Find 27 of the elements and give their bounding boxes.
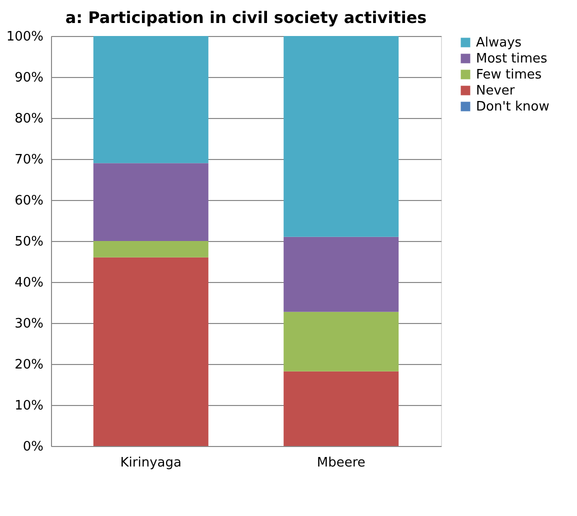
bar xyxy=(284,312,399,372)
y-tick-label: 60% xyxy=(14,194,44,208)
x-tick-label: Mbeere xyxy=(316,456,366,470)
bar xyxy=(93,36,208,164)
bar xyxy=(93,241,208,258)
y-tick-label: 100% xyxy=(6,30,44,44)
y-tick-label: 10% xyxy=(14,398,44,414)
bar xyxy=(284,36,399,237)
bar xyxy=(93,257,208,446)
y-tick-label: 40% xyxy=(14,276,44,290)
x-tick-label: Kirinyaga xyxy=(120,456,182,470)
y-tick-label: 90% xyxy=(14,70,44,86)
chart-title: a: Participation in civil society activities xyxy=(65,8,427,27)
y-tick-label: 0% xyxy=(22,440,44,454)
y-tick-label: 50% xyxy=(14,234,44,250)
y-tick-label: 30% xyxy=(14,316,44,332)
y-tick-label: 80% xyxy=(14,112,44,126)
bar xyxy=(284,371,399,446)
legend-label: Few times xyxy=(476,68,542,82)
y-tick-label: 70% xyxy=(14,152,44,168)
bar xyxy=(284,236,399,312)
legend-label: Always xyxy=(476,36,522,50)
legend-label: Never xyxy=(476,84,516,98)
bar xyxy=(93,163,208,241)
legend-label: Don't know xyxy=(476,100,550,114)
legend-label: Most times xyxy=(476,52,548,66)
y-tick-label: 20% xyxy=(14,358,44,372)
